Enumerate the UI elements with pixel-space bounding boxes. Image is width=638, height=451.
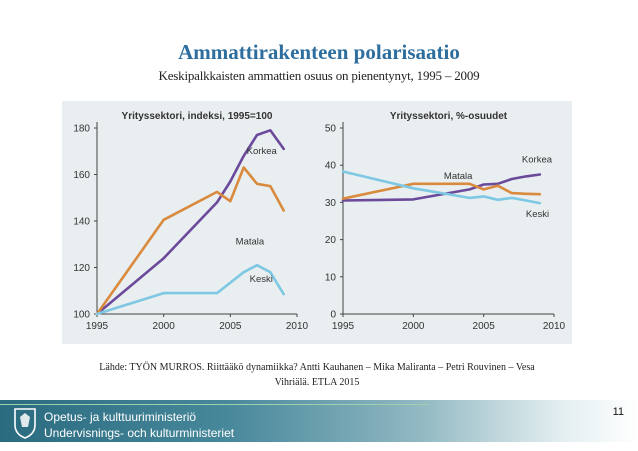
y-tick-label: 40 — [325, 161, 337, 172]
ministry-name-fi: Opetus- ja kulttuuriministeriö — [44, 410, 197, 424]
series-line-korkea — [95, 128, 285, 316]
x-tick-label: 2005 — [473, 321, 496, 332]
y-tick-label: 20 — [325, 235, 337, 246]
y-tick-label: 50 — [325, 124, 337, 135]
series-line-korkea — [341, 173, 542, 202]
series-label-korkea: Korkea — [522, 155, 553, 166]
source-note: Lähde: TYÖN MURROS. Riittääkö dynamiikka… — [62, 360, 572, 390]
footer-divider — [0, 404, 430, 405]
series-label-matala: Matala — [236, 237, 265, 248]
series-line-keski — [341, 170, 542, 205]
series-line-matala — [341, 182, 542, 200]
y-tick-label: 180 — [73, 124, 90, 135]
chart-figure: Yrityssektori, indeksi, 1995=100 100 120 14… — [62, 101, 572, 344]
series-label-keski: Keski — [526, 209, 549, 220]
panel-title: Yrityssektori, indeksi, 1995=100 — [122, 111, 273, 122]
footer-band — [0, 400, 638, 442]
series-label-keski: Keski — [250, 274, 273, 285]
source-line-1: Lähde: TYÖN MURROS. Riittääkö dynamiikka… — [99, 362, 535, 373]
x-tick-label: 1995 — [332, 321, 355, 332]
source-line-2: Vihriälä. ETLA 2015 — [274, 377, 360, 388]
charts-svg: Yrityssektori, indeksi, 1995=10010012014… — [73, 111, 566, 332]
y-tick-label: 30 — [325, 198, 337, 209]
series-line-matala — [95, 166, 285, 316]
slide-subtitle: Keskipalkkaisten ammattien osuus on pien… — [158, 68, 480, 83]
x-tick-label: 2005 — [219, 321, 242, 332]
y-tick-label: 140 — [73, 217, 90, 228]
x-tick-label: 2000 — [153, 321, 176, 332]
x-tick-label: 2000 — [402, 321, 425, 332]
y-tick-label: 10 — [325, 272, 337, 283]
lion-emblem-icon — [14, 408, 36, 439]
y-tick-label: 160 — [73, 170, 90, 181]
series-line-keski — [95, 263, 285, 316]
panel-title: Yrityssektori, %-osuudet — [390, 111, 508, 122]
y-tick-label: 120 — [73, 263, 90, 274]
page-number: 11 — [612, 406, 624, 418]
series-label-korkea: Korkea — [247, 146, 278, 157]
slide-title: Ammattirakenteen polarisaatio — [178, 40, 460, 64]
ministry-name-sv: Undervisnings- och kulturministeriet — [44, 426, 235, 440]
x-tick-label: 1995 — [86, 321, 109, 332]
y-tick-label: 100 — [73, 310, 90, 321]
y-tick-label: 0 — [330, 310, 336, 321]
series-label-matala: Matala — [444, 171, 473, 182]
x-tick-label: 2010 — [286, 321, 309, 332]
x-tick-label: 2010 — [543, 321, 566, 332]
